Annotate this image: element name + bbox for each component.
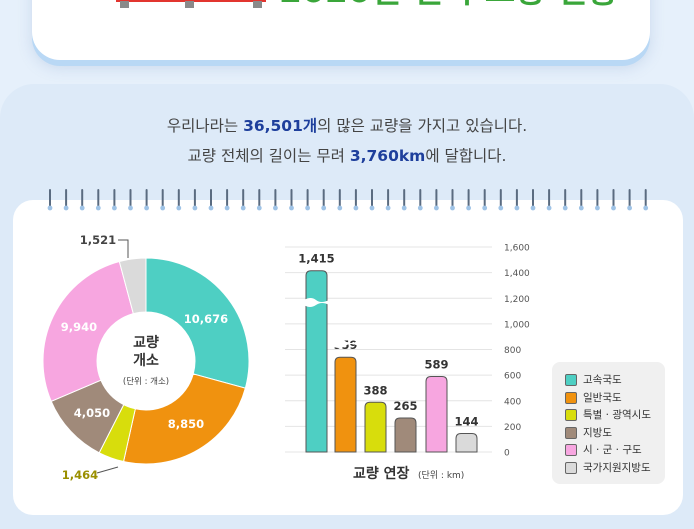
title-banner: 2020년 전국 교량 현황 xyxy=(32,0,650,60)
bar xyxy=(364,401,387,453)
donut-center-label-1: 교량 xyxy=(133,335,159,351)
donut-slice xyxy=(42,260,134,402)
legend-label: 특별 · 광역시도 xyxy=(583,409,651,421)
donut-unit-label: (단위 : 개소) xyxy=(123,376,169,387)
ring xyxy=(450,189,455,211)
bar xyxy=(425,376,448,453)
ring xyxy=(192,189,198,211)
legend-swatch xyxy=(565,444,577,456)
bridge-icon xyxy=(116,0,266,8)
ring xyxy=(240,189,246,211)
ring xyxy=(401,189,407,211)
ring xyxy=(305,189,310,211)
y-tick-label: 1,200 xyxy=(504,295,530,305)
ring xyxy=(643,189,649,211)
ring xyxy=(289,189,294,211)
intro-line-2: 교량 전체의 길이는 무려 3,760km에 달합니다. xyxy=(187,147,507,165)
donut-label-national-road: 8,850 xyxy=(168,417,204,431)
ring xyxy=(208,189,214,211)
bar-chart: 02004006008001,0001,2001,4001,6001,41595… xyxy=(285,244,530,482)
ring xyxy=(112,189,117,211)
donut-center-label-2: 개소 xyxy=(133,353,159,369)
ring xyxy=(369,189,375,211)
y-tick-label: 600 xyxy=(504,372,521,382)
bar-value-label: 589 xyxy=(424,358,448,372)
legend-label: 지방도 xyxy=(583,426,612,439)
legend-label: 일반국도 xyxy=(583,391,622,404)
y-tick-label: 1,600 xyxy=(504,244,530,254)
donut-leader-line xyxy=(118,239,129,258)
axis-break-mark xyxy=(304,298,329,307)
ring xyxy=(273,189,278,211)
donut-label-local-road: 4,050 xyxy=(74,406,110,420)
legend-label: 시 · 군 · 구도 xyxy=(583,444,642,456)
ring xyxy=(627,189,632,211)
bar xyxy=(305,270,328,453)
bar-value-label: 388 xyxy=(363,383,387,397)
ring xyxy=(128,189,133,211)
donut-label-expressway: 10,676 xyxy=(184,312,228,326)
ring xyxy=(434,189,439,211)
donut-leader-line xyxy=(96,466,119,474)
y-tick-label: 0 xyxy=(504,449,510,459)
page-title: 2020년 전국 교량 현황 xyxy=(279,0,618,12)
ring xyxy=(417,189,423,211)
donut-slice xyxy=(118,257,147,315)
axis-break-mark xyxy=(333,339,358,348)
ring xyxy=(562,189,568,211)
intro-line-1: 우리나라는 36,501개의 많은 교량을 가지고 있습니다. xyxy=(166,117,528,135)
legend-swatch xyxy=(565,461,577,474)
ring xyxy=(514,189,520,211)
y-tick-label: 200 xyxy=(504,423,521,433)
ring xyxy=(47,189,53,211)
legend-swatch xyxy=(565,409,577,421)
y-tick-label: 800 xyxy=(504,346,521,356)
ring xyxy=(224,189,230,211)
bar xyxy=(455,433,478,453)
ring xyxy=(337,189,343,211)
legend-swatch xyxy=(565,374,577,386)
donut-slice xyxy=(145,257,250,389)
bar-value-label: 1,415 xyxy=(298,252,334,266)
ring xyxy=(176,189,182,211)
legend-swatch xyxy=(565,426,577,439)
donut-label-national-support-road: 1,521 xyxy=(80,233,116,247)
legend-label: 고속국도 xyxy=(583,374,622,386)
donut-slice xyxy=(122,373,246,465)
ring xyxy=(160,189,166,211)
bar-value-label: 265 xyxy=(393,399,417,413)
legend-swatch xyxy=(565,391,577,404)
ring xyxy=(466,189,471,211)
ring xyxy=(79,189,85,211)
ring xyxy=(144,189,150,211)
ring xyxy=(482,189,488,211)
notebook-rings xyxy=(47,189,649,211)
ring xyxy=(498,189,504,211)
ring xyxy=(578,189,584,211)
ring xyxy=(321,189,327,211)
ring xyxy=(611,189,616,211)
ring xyxy=(95,189,101,211)
bar-chart-title: 교량 연장 xyxy=(353,465,410,482)
ring xyxy=(530,189,536,211)
y-tick-label: 1,000 xyxy=(504,320,530,330)
donut-label-metro-road: 1,464 xyxy=(62,468,98,482)
y-tick-label: 1,400 xyxy=(504,269,530,279)
donut-label-city-road: 9,940 xyxy=(61,320,97,334)
bar-chart-unit: (단위 : km) xyxy=(418,470,464,481)
ring xyxy=(546,189,552,211)
bar xyxy=(334,356,357,453)
ring xyxy=(63,189,69,211)
y-tick-label: 400 xyxy=(504,397,521,407)
ring xyxy=(385,189,391,211)
ring xyxy=(595,189,600,211)
bar xyxy=(394,417,417,453)
legend-label: 국가지원지방도 xyxy=(583,461,651,474)
bar-value-label: 144 xyxy=(454,415,478,429)
ring xyxy=(256,189,262,211)
ring xyxy=(353,189,359,211)
